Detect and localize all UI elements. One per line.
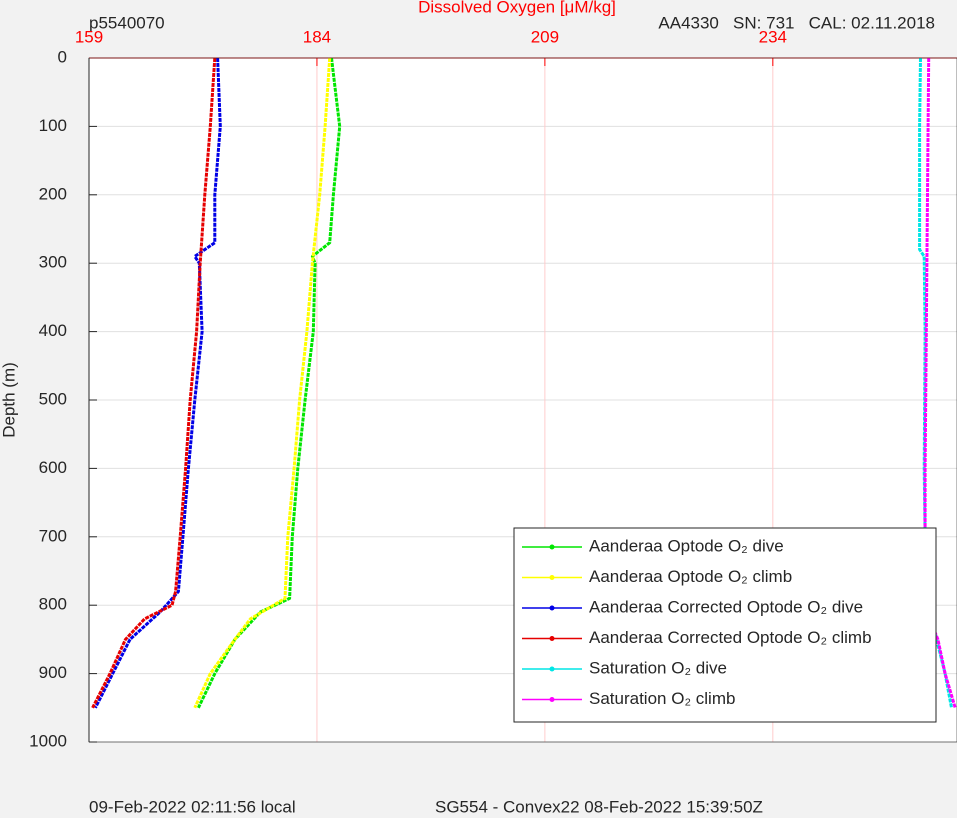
legend-label: Aanderaa Optode O₂ dive (589, 536, 784, 555)
series-line (923, 57, 957, 709)
legend-marker (549, 544, 555, 550)
top-right-label: AA4330 SN: 731 CAL: 02.11.2018 (658, 13, 935, 32)
series-line (94, 57, 222, 709)
legend-label: Aanderaa Corrected Optode O₂ dive (589, 597, 863, 616)
y-tick-label: 600 (39, 458, 67, 477)
legend-label: Saturation O₂ climb (589, 689, 735, 708)
y-tick-label: 700 (39, 526, 67, 545)
y-tick-label: 200 (39, 184, 67, 203)
footer-right: SG554 - Convex22 08-Feb-2022 15:39:50Z (435, 797, 763, 816)
y-tick-label: 400 (39, 321, 67, 340)
legend-marker (549, 605, 555, 611)
top-left-label: p5540070 (89, 13, 165, 32)
legend-marker (549, 697, 555, 702)
legend-label: Aanderaa Corrected Optode O₂ climb (589, 628, 872, 647)
chart-title: Dissolved Oxygen [μM/kg] (418, 0, 616, 16)
y-tick-label: 100 (39, 116, 67, 135)
legend-marker (549, 666, 555, 672)
legend-box (513, 527, 937, 723)
y-tick-label: 300 (39, 253, 67, 272)
y-tick-label: 900 (39, 663, 67, 682)
series-line (91, 57, 217, 709)
plot-border (88, 57, 957, 743)
x-tick-label: 209 (531, 27, 559, 46)
legend-label: Aanderaa Optode O₂ climb (589, 567, 792, 586)
series-line (193, 57, 332, 709)
x-tick-label: 159 (75, 27, 103, 46)
y-tick-label: 500 (39, 389, 67, 408)
x-tick-label: 184 (303, 27, 331, 46)
y-tick-label: 800 (39, 595, 67, 614)
y-axis-label: Depth (m) (0, 362, 18, 438)
legend-marker (549, 575, 555, 580)
x-tick-label: 234 (759, 27, 787, 46)
legend-marker (549, 636, 555, 641)
y-tick-label: 1000 (29, 731, 67, 750)
footer-left: 09-Feb-2022 02:11:56 local (89, 797, 296, 816)
y-tick-label: 0 (58, 47, 67, 66)
legend-label: Saturation O₂ dive (589, 658, 727, 677)
